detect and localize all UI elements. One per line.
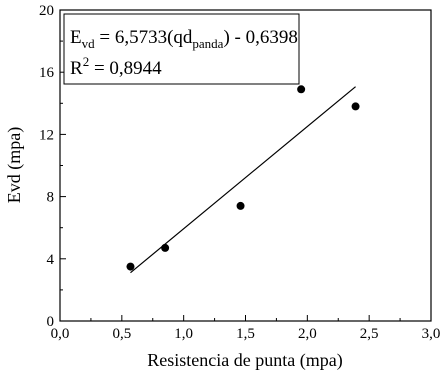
equation-line: Evd = 6,5733(qdpanda) - 0,6398 — [70, 27, 298, 51]
x-tick-label: 2,5 — [360, 326, 379, 342]
data-point — [161, 243, 170, 252]
x-tick-label: 3,0 — [422, 326, 441, 342]
eq-prefix: E — [70, 27, 82, 48]
eq-sub: vd — [82, 36, 96, 51]
x-axis-title: Resistencia de punta (mpa) — [147, 350, 342, 371]
fit-line — [130, 86, 356, 274]
x-tick-label: 2,0 — [298, 326, 317, 342]
r2-suffix: = 0,8944 — [89, 58, 162, 79]
eq-sub2: panda — [192, 36, 223, 51]
r2-sup: 2 — [83, 54, 90, 69]
y-tick-label: 20 — [39, 3, 54, 19]
x-tick-label: 0,5 — [112, 326, 131, 342]
data-point — [236, 201, 245, 210]
y-tick-label: 0 — [47, 314, 55, 330]
y-axis-ticks: 0 4 8 12 16 20 — [39, 3, 66, 330]
y-tick-label: 8 — [47, 190, 55, 206]
x-tick-label: 0,0 — [51, 326, 70, 342]
data-point — [351, 102, 360, 111]
data-point — [126, 262, 135, 271]
equation-box: Evd = 6,5733(qdpanda) - 0,6398 R2 = 0,89… — [63, 13, 300, 85]
r-squared-line: R2 = 0,8944 — [70, 54, 162, 79]
y-tick-label: 4 — [47, 252, 55, 268]
data-points — [126, 85, 360, 271]
equation-frame — [63, 13, 300, 85]
y-tick-label: 16 — [39, 65, 55, 81]
eq-mid: = 6,5733(qd — [95, 27, 193, 48]
y-tick-label: 12 — [39, 127, 54, 143]
eq-suffix: ) - 0,6398 — [223, 27, 297, 48]
x-tick-label: 1,5 — [236, 326, 255, 342]
x-tick-label: 1,0 — [174, 326, 193, 342]
x-axis-ticks: 0,0 0,5 1,0 1,5 2,0 2,5 3,0 — [51, 315, 441, 342]
y-axis-title: Evd (mpa) — [4, 127, 25, 203]
data-point — [297, 85, 306, 94]
r2-prefix: R — [70, 58, 83, 79]
